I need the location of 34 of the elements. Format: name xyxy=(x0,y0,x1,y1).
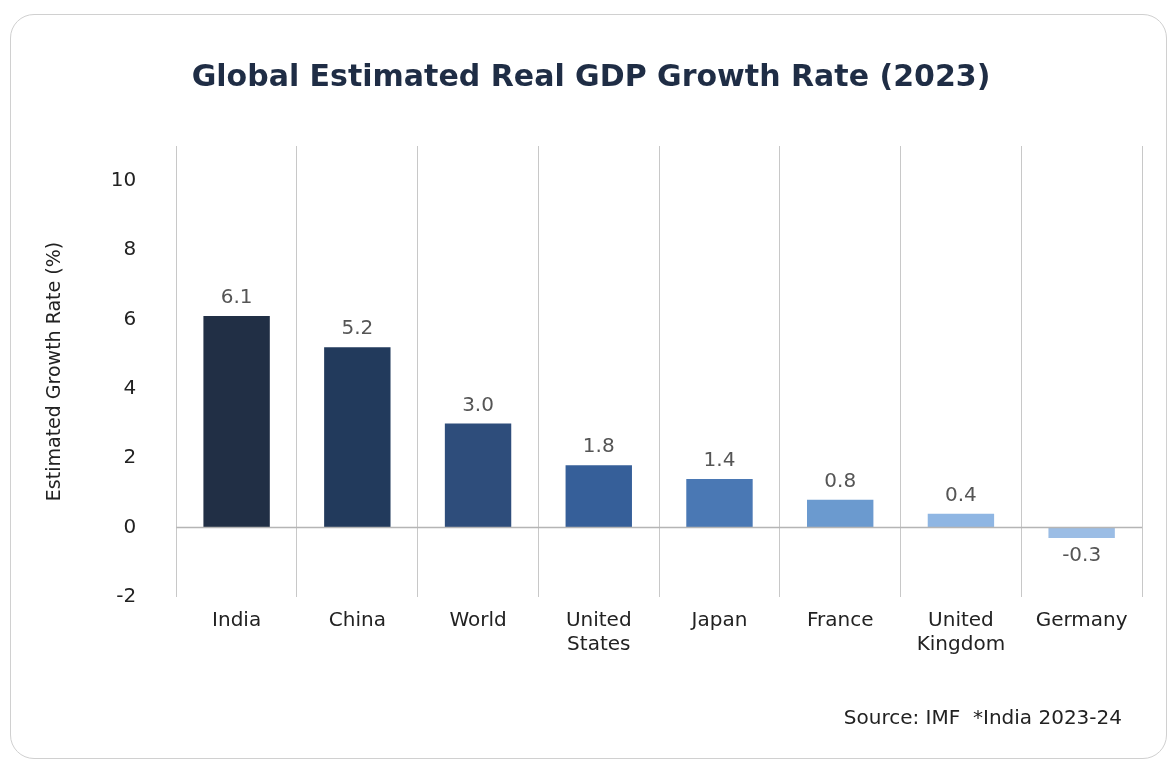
y-tick-label: 2 xyxy=(123,444,137,469)
bar xyxy=(807,499,874,528)
data-label: 1.4 xyxy=(703,447,736,472)
chart-title: Global Estimated Real GDP Growth Rate (2023) xyxy=(191,57,991,93)
y-axis-title: Estimated Growth Rate (%) xyxy=(42,241,65,502)
x-tick-label: United Kingdom xyxy=(916,607,1006,656)
y-tick-label: -2 xyxy=(116,583,137,608)
data-label: 0.4 xyxy=(945,481,977,506)
data-label: 6.1 xyxy=(220,284,253,309)
x-tick-label: Germany xyxy=(1035,607,1128,632)
bar xyxy=(203,315,270,528)
y-tick-label: 10 xyxy=(110,166,137,191)
data-label: -0.3 xyxy=(1062,542,1102,567)
x-tick-label: Japan xyxy=(689,607,748,632)
bar xyxy=(444,423,512,528)
source-note: Source: IMF *India 2023-24 xyxy=(843,705,1122,730)
y-tick-label: 8 xyxy=(123,236,137,261)
x-tick-label: India xyxy=(212,607,262,632)
bar xyxy=(565,465,632,528)
y-tick-label: 6 xyxy=(123,305,137,330)
x-tick-label: World xyxy=(449,607,507,632)
data-label: 3.0 xyxy=(462,391,494,416)
y-tick-label: 4 xyxy=(123,375,137,400)
x-tick-label: France xyxy=(806,607,874,632)
bar xyxy=(927,513,995,528)
y-tick-label: 0 xyxy=(123,513,137,538)
x-tick-label: United States xyxy=(565,607,632,656)
x-tick-label: China xyxy=(328,607,386,632)
bar xyxy=(324,347,391,528)
bar xyxy=(686,479,753,528)
data-label: 1.8 xyxy=(582,433,615,458)
data-label: 0.8 xyxy=(824,468,857,493)
data-label: 5.2 xyxy=(341,315,374,340)
bar xyxy=(1048,527,1115,539)
